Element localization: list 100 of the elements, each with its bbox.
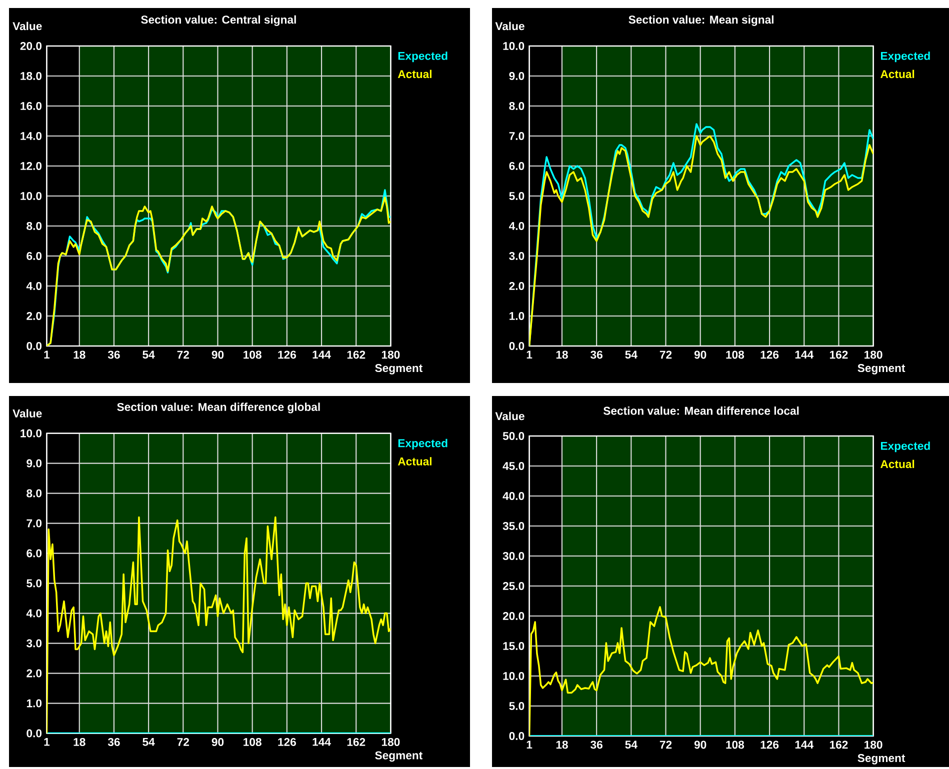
x-tick-label: 1 — [526, 350, 532, 359]
y-tick-label: 5.0 — [26, 579, 42, 588]
y-tick-label: 8.0 — [26, 222, 42, 230]
y-tick-label: 10.0 — [20, 192, 42, 200]
line-series — [529, 606, 874, 736]
y-tick-label: 10.0 — [503, 672, 524, 680]
text: Actual — [880, 70, 914, 78]
y-tick-label: 20.0 — [502, 612, 524, 620]
y-tick-label: 7.0 — [509, 132, 524, 140]
x-tick-label: 36 — [108, 350, 120, 359]
x-tick-label: 108 — [726, 350, 744, 359]
x-tick-label: 108 — [244, 738, 262, 746]
x-tick-label: 18 — [74, 350, 86, 359]
x-tick-label: 126 — [760, 740, 779, 749]
x-tick-label: 90 — [694, 350, 706, 359]
text: Expected — [880, 442, 930, 452]
x-tick-label: 72 — [660, 350, 672, 359]
x-axis-title: Segment — [375, 364, 422, 374]
x-tick-label: 54 — [142, 350, 155, 359]
y-tick-label: 18.0 — [20, 72, 42, 80]
y-tick-label: 12.0 — [20, 162, 42, 170]
y-axis-title: Value — [12, 409, 42, 418]
y-tick-label: 4.0 — [26, 609, 42, 618]
chart-title: Section value: Mean signal — [628, 15, 774, 26]
x-tick-label: 18 — [556, 740, 568, 749]
x-tick-label: 162 — [347, 738, 366, 746]
x-tick-label: 90 — [694, 740, 706, 749]
y-tick-label: 1.0 — [510, 312, 524, 320]
y-tick-label: 4.0 — [509, 222, 524, 230]
x-tick-label: 18 — [556, 350, 568, 359]
text: Actual — [398, 457, 432, 466]
x-tick-label: 36 — [590, 740, 602, 749]
x-tick-label: 108 — [726, 740, 744, 749]
y-tick-label: 4.0 — [26, 282, 42, 290]
y-tick-label: 3.0 — [26, 639, 42, 648]
y-axis-title: Value — [12, 22, 42, 30]
x-tick-label: 180 — [382, 738, 400, 746]
y-tick-label: 40.0 — [502, 492, 524, 500]
y-tick-label: 45.0 — [502, 462, 524, 470]
x-tick-label: 72 — [177, 350, 190, 359]
y-tick-label: 25.0 — [502, 582, 524, 590]
x-tick-label: 1 — [44, 350, 50, 359]
y-tick-label: 0.0 — [509, 732, 524, 740]
y-tick-label: 35.0 — [502, 522, 524, 530]
x-tick-label: 90 — [212, 350, 224, 359]
x-tick-label: 72 — [177, 738, 190, 746]
x-tick-label: 54 — [625, 740, 638, 749]
text: Expected — [398, 52, 448, 62]
y-tick-label: 50.0 — [502, 432, 524, 440]
chart-title: Section value: Mean difference global — [117, 402, 320, 414]
x-tick-label: 144 — [312, 738, 331, 746]
x-tick-label: 54 — [142, 738, 155, 746]
x-tick-label: 162 — [830, 740, 848, 749]
y-tick-label: 2.0 — [26, 669, 42, 678]
y-tick-label: 8.0 — [509, 102, 524, 110]
y-tick-label: 0.0 — [26, 342, 42, 350]
x-axis-title: Segment — [858, 754, 906, 764]
x-tick-label: 90 — [212, 738, 224, 746]
y-axis-title: Value — [495, 412, 524, 420]
y-tick-label: 9.0 — [509, 72, 524, 80]
x-tick-label: 180 — [864, 740, 882, 749]
x-axis-title: Segment — [375, 751, 422, 762]
y-tick-label: 30.0 — [502, 552, 524, 560]
x-tick-label: 72 — [660, 740, 672, 749]
y-tick-label: 8.0 — [26, 489, 42, 498]
text: Expected — [880, 52, 930, 62]
y-tick-label: 10.0 — [503, 42, 524, 50]
x-tick-label: 126 — [278, 738, 296, 746]
y-tick-label: 3.0 — [509, 252, 524, 260]
x-tick-label: 144 — [795, 350, 814, 359]
x-tick-label: 126 — [278, 350, 296, 359]
x-tick-label: 1 — [44, 738, 50, 746]
y-tick-label: 7.0 — [26, 519, 42, 528]
x-tick-label: 1 — [526, 740, 532, 749]
y-axis-title: Value — [495, 22, 524, 30]
y-tick-label: 1.0 — [26, 699, 42, 708]
y-tick-label: 6.0 — [26, 549, 42, 558]
x-tick-label: 126 — [760, 350, 779, 359]
y-tick-label: 15.0 — [503, 642, 524, 650]
text: Expected — [398, 438, 448, 450]
y-tick-label: 9.0 — [26, 459, 42, 468]
x-tick-label: 18 — [74, 738, 86, 746]
x-tick-label: 36 — [590, 350, 602, 359]
x-axis-title: Segment — [858, 364, 906, 374]
x-tick-label: 36 — [108, 738, 120, 746]
y-tick-label: 5.0 — [509, 702, 524, 710]
x-tick-label: 144 — [795, 740, 814, 749]
x-tick-label: 54 — [625, 350, 638, 359]
x-tick-label: 108 — [244, 350, 262, 359]
y-tick-label: 6.0 — [509, 162, 524, 170]
y-tick-label: 5.0 — [509, 192, 524, 200]
x-tick-label: 162 — [830, 350, 848, 359]
y-tick-label: 0.0 — [509, 342, 524, 350]
y-tick-label: 10.0 — [20, 429, 42, 438]
x-tick-label: 180 — [382, 350, 400, 359]
text: Actual — [880, 460, 914, 468]
chart-title: Section value: Central signal — [141, 15, 296, 26]
y-tick-label: 0.0 — [26, 729, 42, 738]
y-tick-label: 14.0 — [20, 132, 42, 140]
x-tick-label: 144 — [312, 350, 331, 359]
